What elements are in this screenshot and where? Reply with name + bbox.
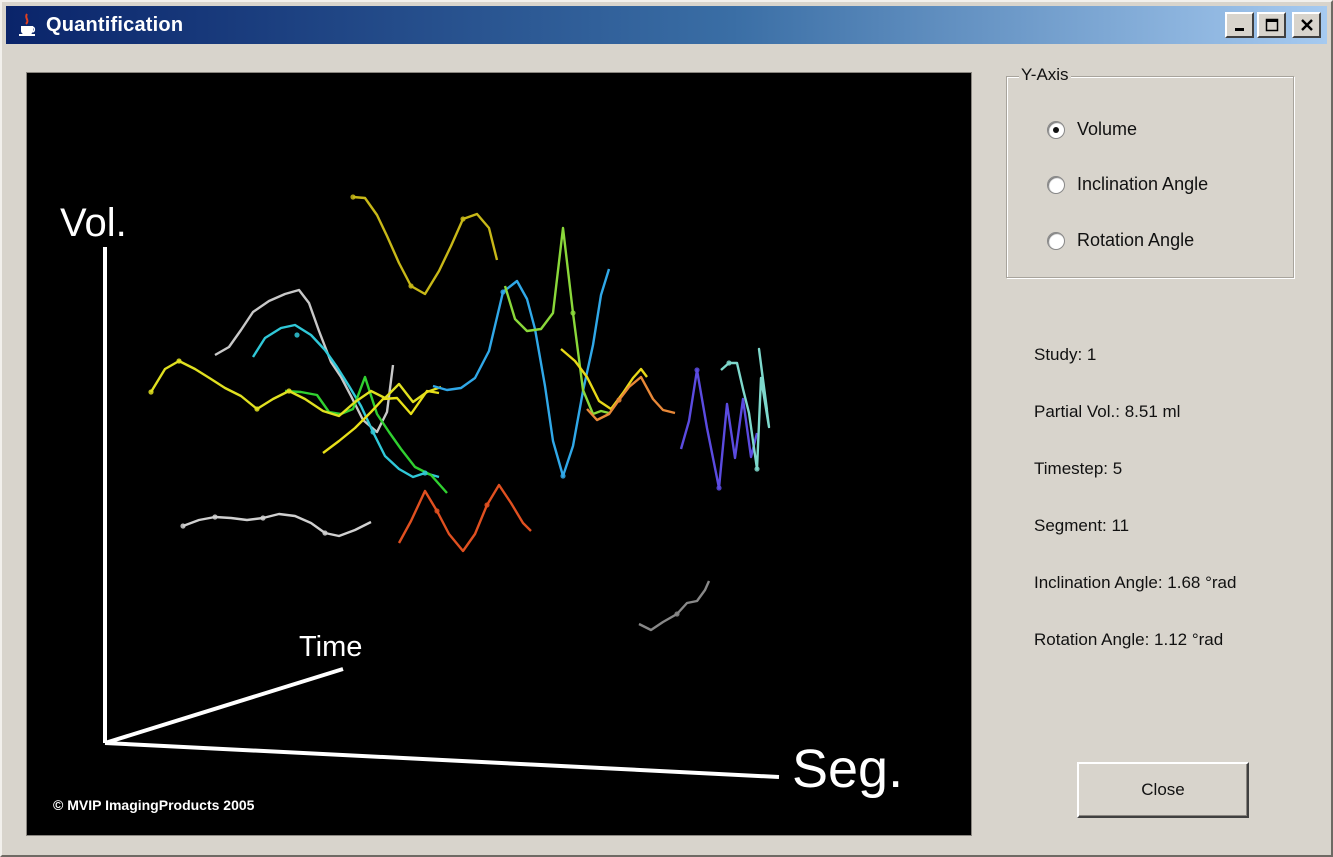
window-title: Quantification [46, 13, 184, 36]
radio-volume[interactable]: Volume [1047, 119, 1137, 140]
curve-yellow [149, 359, 442, 418]
curve-red [397, 483, 532, 553]
time-axis-label: Time [299, 631, 363, 663]
curve-teal [720, 347, 771, 471]
inclination-angle-info: Inclination Angle: 1.68 °rad [1034, 573, 1237, 592]
java-cup-icon [16, 12, 38, 38]
volume-plot-panel[interactable]: Vol. Time Seg. © MVIP ImagingProducts 20… [26, 72, 972, 836]
y-axis-group: Y-Axis Volume Inclination Angle Rotation… [1006, 65, 1294, 278]
timestep-info: Timestep: 5 [1034, 459, 1123, 478]
radio-inclination-angle[interactable]: Inclination Angle [1047, 174, 1208, 195]
minimize-icon [1234, 28, 1244, 31]
copyright-text: © MVIP ImagingProducts 2005 [53, 797, 255, 813]
plot-canvas [103, 194, 780, 779]
radio-label-volume: Volume [1077, 119, 1138, 139]
curve-white [182, 512, 372, 538]
curve-markers [148, 194, 760, 617]
segment-info: Segment: 11 [1034, 516, 1130, 535]
minimize-button[interactable] [1225, 12, 1254, 38]
curve-white-upper [214, 288, 395, 434]
segment-axis-label: Seg. [792, 739, 904, 799]
curve-yellow-right [560, 348, 648, 411]
radio-label-rotation-angle: Rotation Angle [1077, 230, 1195, 250]
title-bar[interactable]: Quantification [6, 6, 1327, 44]
radio-rotation-angle[interactable]: Rotation Angle [1047, 230, 1194, 251]
time-axis [104, 667, 344, 745]
curve-green [284, 375, 448, 494]
rotation-angle-info: Rotation Angle: 1.12 °rad [1034, 630, 1224, 649]
curve-green-lime [503, 226, 610, 416]
radio-button[interactable] [1047, 175, 1065, 194]
y-axis-group-title: Y-Axis [1019, 65, 1071, 85]
curve-grey [638, 580, 711, 632]
curve-yellow-lower [322, 389, 440, 454]
curve-cyan [251, 323, 440, 479]
curve-purple [679, 368, 759, 490]
curve-olive [352, 195, 499, 296]
curve-orange [586, 375, 676, 422]
close-button[interactable]: Close [1077, 762, 1249, 818]
radio-button-selected[interactable] [1047, 120, 1065, 139]
vertical-axis-label: Vol. [60, 201, 127, 245]
partial-volume-info: Partial Vol.: 8.51 ml [1034, 402, 1181, 421]
radio-button[interactable] [1047, 231, 1065, 250]
radio-label-inclination-angle: Inclination Angle [1077, 174, 1209, 194]
window-close-button[interactable] [1292, 12, 1321, 38]
segment-axis [104, 741, 780, 779]
maximize-button[interactable] [1257, 12, 1286, 38]
maximize-icon [1265, 18, 1278, 32]
study-info: Study: 1 [1034, 345, 1097, 364]
close-icon [1300, 19, 1313, 31]
